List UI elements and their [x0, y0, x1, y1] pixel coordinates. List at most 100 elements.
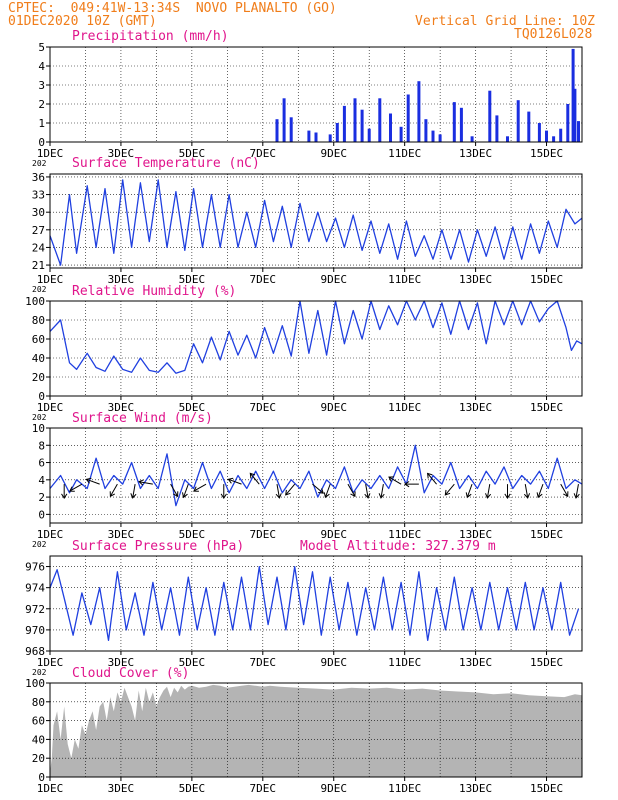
cloud-xtick-label-1: 3DEC — [108, 782, 135, 795]
wind-vector-head-6 — [172, 491, 179, 498]
precip-xtick-label-6: 13DEC — [459, 147, 492, 160]
pressure-ytick-label-1: 970 — [25, 624, 45, 637]
temperature-year-fragment: 202 — [32, 285, 47, 294]
pressure-xtick-label-3: 7DEC — [250, 656, 277, 669]
precip-title: Precipitation (mm/h) — [72, 29, 229, 44]
wind-vector-12 — [276, 484, 280, 498]
humidity-xtick-label-0: 1DEC — [37, 401, 64, 414]
wind-vector-head-2 — [85, 477, 92, 484]
humidity-ytick-label-4: 80 — [32, 314, 45, 327]
pressure-xtick-label-1: 3DEC — [108, 656, 135, 669]
temperature-title: Surface Temperature (nC) — [72, 156, 260, 171]
wind-vector-head-18 — [378, 493, 385, 499]
wind-vector-head-26 — [523, 493, 531, 499]
wind-vector-16 — [347, 483, 356, 497]
precip-bar-6 — [335, 123, 339, 142]
wind-vector-23 — [466, 483, 473, 498]
humidity-xtick-label-7: 15DEC — [530, 401, 563, 414]
precip-xtick-label-2: 5DEC — [179, 147, 206, 160]
precip-bar-15 — [417, 81, 421, 142]
precip-year-fragment: 202 — [32, 159, 47, 168]
humidity-ytick-label-3: 60 — [32, 333, 45, 346]
cloud-ytick-label-4: 80 — [32, 696, 45, 709]
wind-xtick-label-3: 7DEC — [250, 528, 277, 541]
cloud-area — [50, 684, 582, 777]
precip-bar-12 — [389, 113, 392, 142]
temperature-xtick-label-3: 7DEC — [250, 273, 277, 286]
temperature-frame — [49, 173, 583, 269]
wind-xtick-label-1: 3DEC — [108, 528, 135, 541]
wind-vector-18 — [380, 484, 384, 498]
humidity-xtick-label-1: 3DEC — [108, 401, 135, 414]
wind-vector-head-16 — [350, 491, 356, 498]
wind-line — [49, 444, 583, 507]
wind-vector-head-21 — [427, 472, 433, 479]
humidity-ytick-label-5: 100 — [25, 295, 45, 308]
wind-vector-head-20 — [403, 481, 410, 488]
wind-year-fragment: 202 — [32, 540, 47, 549]
header-station: CPTEC: 049:41W-13:34S NOVO PLANALTO (GO) — [8, 1, 337, 16]
precip-bar-32 — [571, 48, 575, 142]
wind-xtick-label-5: 11DEC — [388, 528, 421, 541]
wind-vector-3 — [109, 483, 118, 497]
wind-vector-22 — [444, 483, 455, 496]
wind-vector-27 — [537, 483, 544, 498]
wind-vector-head-27 — [536, 492, 543, 499]
precip-ytick-label-5: 5 — [38, 41, 45, 54]
wind-vector-2 — [86, 478, 100, 485]
cloud-xtick-label-4: 9DEC — [320, 782, 347, 795]
cloud-xtick-label-3: 7DEC — [250, 782, 277, 795]
precip-xtick-label-0: 1DEC — [37, 147, 64, 160]
precip-bar-34 — [577, 121, 580, 142]
precip-bar-19 — [452, 102, 456, 142]
wind-vector-head-17 — [364, 493, 371, 499]
cloud-xtick-label-0: 1DEC — [37, 782, 64, 795]
temperature-xtick-label-6: 13DEC — [459, 273, 492, 286]
wind-frame — [49, 427, 583, 524]
precip-bar-7 — [342, 105, 346, 142]
wind-vector-head-15 — [323, 492, 330, 499]
pressure-xtick-label-0: 1DEC — [37, 656, 64, 669]
precip-bar-0 — [275, 119, 279, 142]
temperature-ytick-label-0: 21 — [32, 259, 45, 272]
precip-xtick-label-5: 11DEC — [388, 147, 421, 160]
precip-bar-24 — [506, 136, 509, 142]
precip-bar-25 — [516, 100, 520, 142]
wind-ytick-label-3: 6 — [38, 457, 45, 470]
temperature-xtick-label-0: 1DEC — [37, 273, 64, 286]
wind-vector-29 — [575, 484, 579, 498]
pressure-xtick-label-6: 13DEC — [459, 656, 492, 669]
precip-bar-22 — [488, 90, 492, 142]
cloud-ytick-label-1: 20 — [32, 752, 45, 765]
pressure-xtick-label-7: 15DEC — [530, 656, 563, 669]
precip-xtick-label-7: 15DEC — [530, 147, 563, 160]
cloud-xtick-label-6: 13DEC — [459, 782, 492, 795]
precip-bar-21 — [470, 136, 474, 142]
wind-vector-10 — [228, 478, 242, 485]
precip-bar-28 — [545, 130, 548, 142]
humidity-xtick-label-4: 9DEC — [320, 401, 347, 414]
wind-vector-7 — [183, 483, 189, 498]
pressure-ytick-label-3: 974 — [25, 582, 45, 595]
precip-bar-5 — [328, 134, 332, 142]
wind-vector-head-7 — [182, 492, 188, 499]
precip-bar-9 — [360, 109, 364, 142]
cloud-ytick-label-3: 60 — [32, 715, 45, 728]
humidity-xtick-label-6: 13DEC — [459, 401, 492, 414]
wind-vector-1 — [69, 483, 83, 492]
precip-bar-20 — [459, 107, 463, 142]
precip-bar-30 — [559, 128, 563, 142]
wind-vector-24 — [486, 484, 491, 498]
wind-vector-head-22 — [444, 489, 451, 496]
humidity-title: Relative Humidity (%) — [72, 284, 237, 299]
wind-ytick-label-4: 8 — [38, 439, 45, 452]
precip-bar-10 — [367, 128, 371, 142]
cloud-xtick-label-7: 15DEC — [530, 782, 563, 795]
wind-vector-21 — [427, 473, 437, 485]
precip-bar-11 — [378, 98, 382, 142]
pressure-xtick-label-4: 9DEC — [320, 656, 347, 669]
temperature-ytick-label-2: 27 — [32, 224, 45, 237]
wind-vector-5 — [139, 481, 153, 485]
wind-xtick-label-7: 15DEC — [530, 528, 563, 541]
